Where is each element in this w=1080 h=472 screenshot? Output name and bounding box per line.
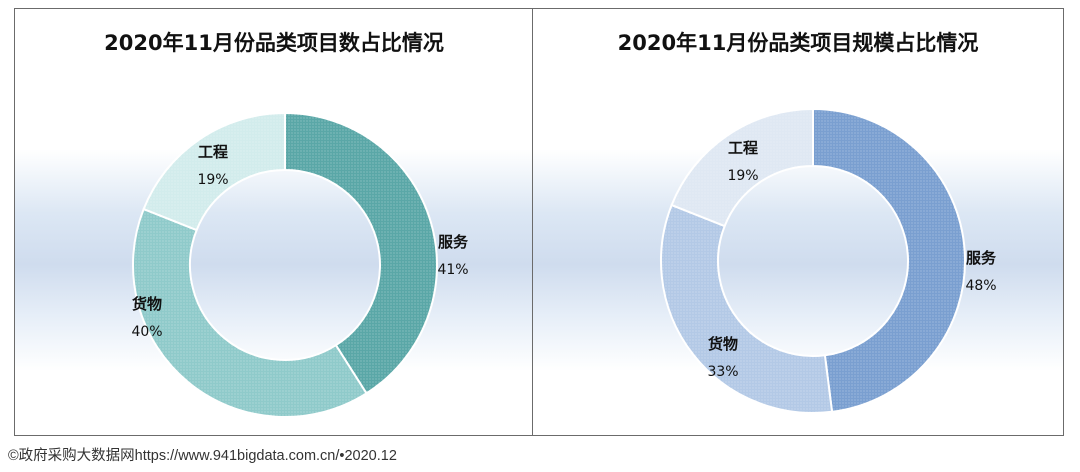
slice-value-label: 19%: [727, 168, 758, 184]
slice-category-label: 工程: [728, 139, 758, 157]
slice-category-label: 工程: [198, 143, 228, 161]
slice-value-label: 48%: [965, 278, 996, 294]
slice-category-label: 服务: [438, 233, 469, 251]
chart-title: 2020年11月份品类项目规模占比情况: [617, 31, 979, 55]
donut-chart: 服务 48% 货物 33% 工程 19%: [660, 107, 997, 414]
slice-category-label: 货物: [708, 335, 738, 353]
donut-chart: 服务 41% 货物 40% 工程 19%: [131, 111, 469, 418]
slice-value-label: 40%: [131, 324, 162, 340]
slice-value-label: 33%: [707, 364, 738, 380]
slice-value-label: 19%: [197, 172, 228, 188]
donut-slice-1: [132, 207, 368, 418]
donut-slice-0: [284, 111, 438, 395]
donut-slice-0: [812, 107, 966, 413]
donut-slice-2: [670, 107, 814, 228]
donut-slice-2: [142, 111, 286, 232]
chart-panel-1: 2020年11月份品类项目规模占比情况 服务 48% 货物 33% 工程 19%: [532, 8, 1064, 436]
chart-title: 2020年11月份品类项目数占比情况: [104, 31, 444, 55]
chart-panel-0: 2020年11月份品类项目数占比情况 服务 41% 货物 40% 工程 19%: [14, 8, 534, 436]
slice-value-label: 41%: [437, 262, 468, 278]
slice-category-label: 货物: [132, 295, 162, 313]
slice-category-label: 服务: [966, 249, 997, 267]
footer-credit: ©政府采购大数据网https://www.941bigdata.com.cn/•…: [8, 448, 397, 464]
donut-slice-1: [660, 203, 834, 414]
